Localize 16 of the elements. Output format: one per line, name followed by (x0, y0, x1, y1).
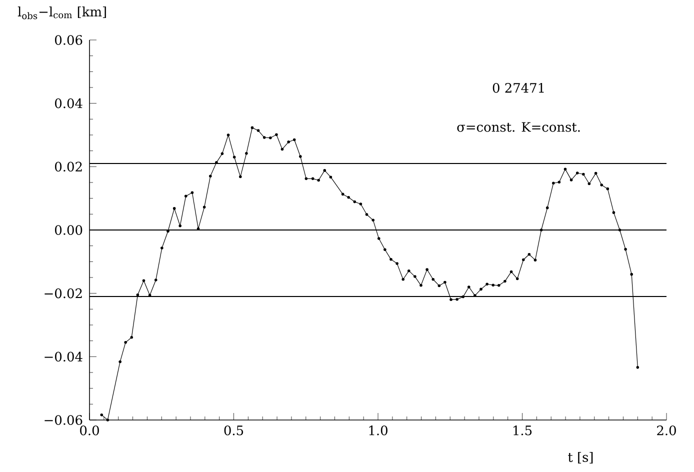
y-tick-label: 0.00 (55, 225, 82, 235)
annotation: σ=const. K=const. (457, 122, 580, 132)
y-axis-title: l$_{obs}$−l$_{com}$ [km] (18, 6, 106, 20)
y-tick-label: −0.04 (44, 352, 82, 362)
y-tick-label: −0.06 (44, 415, 82, 425)
annotation: 0 27471 (492, 82, 544, 93)
x-tick-label: 0.0 (80, 426, 99, 436)
y-tick-label: 0.04 (55, 98, 82, 108)
x-axis-title: t [s] (568, 452, 593, 464)
y-tick-label: −0.02 (44, 288, 82, 298)
x-tick-label: 0.5 (224, 426, 244, 436)
x-tick-label: 1.0 (369, 426, 388, 436)
x-tick-label: 2.0 (657, 426, 676, 436)
y-tick-label: 0.06 (55, 35, 82, 45)
y-tick-label: 0.02 (55, 162, 82, 172)
x-tick-label: 1.5 (514, 426, 532, 436)
